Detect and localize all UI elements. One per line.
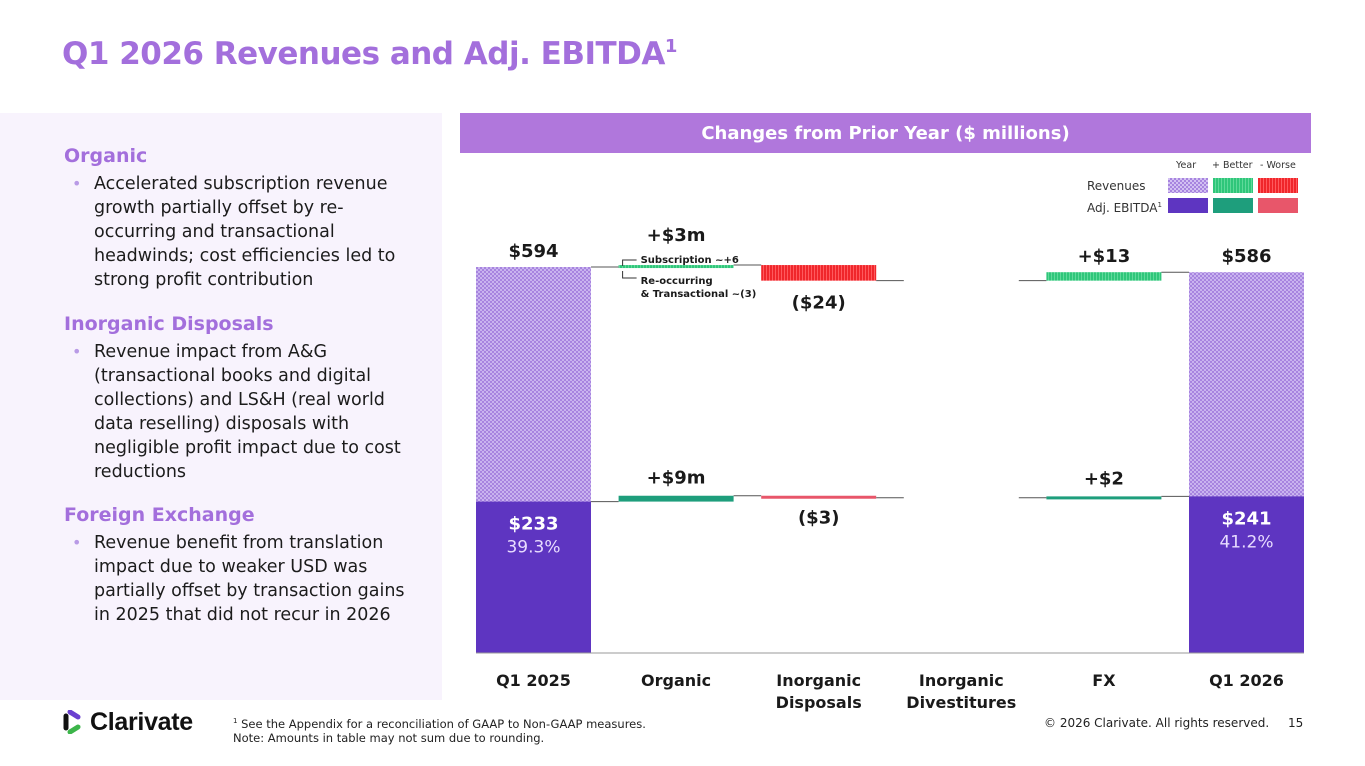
ebitda-value-label: ($3): [798, 508, 840, 529]
legend-col-year: Year: [1176, 160, 1197, 171]
category-label: Inorganic: [919, 671, 1004, 690]
clarivate-logo: Clarivate: [62, 708, 193, 736]
section-foreign-exchange: Foreign Exchange Revenue benefit from tr…: [64, 504, 424, 627]
legend-footnote-marker: 1: [1157, 201, 1162, 209]
legend-swatch-ebitda-year: [1168, 198, 1208, 213]
ebitda-margin-label: 41.2%: [1219, 532, 1273, 552]
category-label: Organic: [641, 671, 711, 690]
category-label: FX: [1092, 671, 1116, 690]
legend-col-better: + Better: [1212, 160, 1253, 171]
footnote-line-1: See the Appendix for a reconciliation of…: [237, 716, 646, 731]
section-inorganic-disposals: Inorganic Disposals Revenue impact from …: [64, 313, 424, 484]
revenue-delta-bar: [1046, 272, 1162, 281]
page-title-text: Q1 2026 Revenues and Adj. EBITDA: [62, 36, 665, 72]
section-organic: Organic Accelerated subscription revenue…: [64, 145, 424, 292]
waterfall-chart: $594 +$3m ($24) +$13 $586 $233 39.3% +$9m ($3) +$…: [476, 225, 1304, 712]
legend-row-label: Revenues: [1087, 179, 1146, 193]
bullet-text: Revenue impact from A&G (transactional b…: [64, 340, 424, 484]
legend-swatch-revenue-worse: [1258, 178, 1298, 193]
reoccurring-annotation-line-1: Re-occurring: [641, 276, 713, 287]
legend-swatch-ebitda-worse: [1258, 198, 1298, 213]
ebitda-value-label: +$2: [1084, 468, 1124, 489]
reoccurring-bracket: [622, 271, 637, 279]
title-footnote-marker: 1: [664, 36, 678, 57]
chart-header: Changes from Prior Year ($ millions): [460, 113, 1311, 153]
subscription-annotation: Subscription ~+6: [641, 255, 739, 266]
ebitda-delta-bar: [618, 495, 734, 502]
category-label: Divestitures: [906, 693, 1016, 712]
subscription-bracket: [622, 259, 637, 267]
category-label: Inorganic: [776, 671, 861, 690]
ebitda-value-label: $233: [508, 514, 558, 535]
page-title: Q1 2026 Revenues and Adj. EBITDA1: [62, 36, 677, 72]
section-heading: Foreign Exchange: [64, 504, 255, 526]
revenue-value-label: +$3m: [647, 225, 706, 246]
copyright: © 2026 Clarivate. All rights reserved.: [1044, 716, 1270, 730]
chart-legend: Year + Better - Worse Revenues Adj. EBIT…: [1080, 158, 1310, 218]
ebitda-value-label: +$9m: [647, 468, 706, 489]
revenue-value-label: $594: [508, 241, 558, 262]
footnote: 1 See the Appendix for a reconciliation …: [233, 714, 646, 745]
revenue-value-label: $586: [1221, 246, 1271, 267]
ebitda-delta-bar: [761, 495, 877, 499]
commentary-panel: Organic Accelerated subscription revenue…: [0, 113, 442, 700]
logo-text: Clarivate: [90, 707, 193, 736]
page-number: 15: [1288, 716, 1304, 730]
bullet-text: Accelerated subscription revenue growth …: [64, 172, 424, 292]
category-label: Q1 2025: [496, 671, 571, 690]
footnote-line-2: Note: Amounts in table may not sum due t…: [233, 730, 545, 745]
ebitda-total-bar: [1189, 496, 1304, 653]
footnote-marker: 1: [233, 717, 238, 725]
section-heading: Organic: [64, 145, 148, 167]
section-heading: Inorganic Disposals: [64, 313, 274, 335]
ebitda-delta-bar: [1046, 496, 1162, 500]
category-label: Q1 2026: [1209, 671, 1284, 690]
bullet-text: Revenue benefit from translation impact …: [64, 531, 424, 627]
reoccurring-annotation-line-2: & Transactional ~(3): [641, 289, 757, 300]
legend-swatch-revenue-better: [1213, 178, 1253, 193]
legend-row-ebitda: Adj. EBITDA1: [1087, 201, 1162, 215]
revenue-delta-bar: [761, 265, 877, 281]
ebitda-value-label: $241: [1221, 508, 1271, 529]
revenue-delta-bar: [618, 265, 734, 269]
legend-swatch-ebitda-better: [1213, 198, 1253, 213]
ebitda-total-bar: [476, 501, 591, 653]
revenue-value-label: ($24): [792, 293, 846, 314]
legend-col-worse: - Worse: [1260, 160, 1296, 171]
clarivate-logo-icon: [63, 710, 81, 734]
category-label: Disposals: [776, 693, 862, 712]
revenue-value-label: +$13: [1078, 246, 1131, 267]
legend-row-label: Adj. EBITDA: [1087, 201, 1158, 215]
legend-row-revenues: Revenues: [1087, 179, 1146, 193]
legend-swatch-revenue-year: [1168, 178, 1208, 193]
ebitda-margin-label: 39.3%: [506, 538, 560, 558]
